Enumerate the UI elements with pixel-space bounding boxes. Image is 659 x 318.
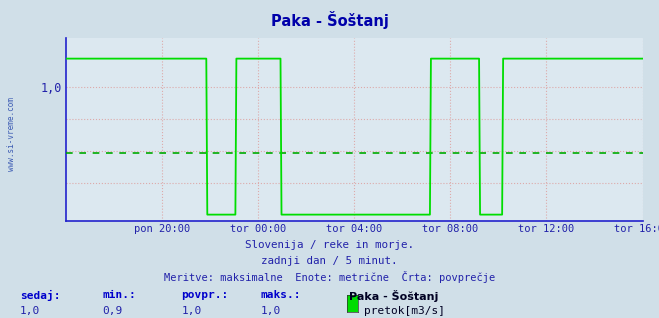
Text: min.:: min.: (102, 290, 136, 300)
Text: 1,0: 1,0 (20, 306, 40, 316)
Text: 0,9: 0,9 (102, 306, 123, 316)
Text: Slovenija / reke in morje.: Slovenija / reke in morje. (245, 240, 414, 250)
Text: www.si-vreme.com: www.si-vreme.com (7, 97, 16, 170)
Text: Meritve: maksimalne  Enote: metrične  Črta: povprečje: Meritve: maksimalne Enote: metrične Črta… (164, 271, 495, 283)
Text: zadnji dan / 5 minut.: zadnji dan / 5 minut. (261, 256, 398, 266)
Text: maks.:: maks.: (260, 290, 301, 300)
Text: povpr.:: povpr.: (181, 290, 229, 300)
Text: 1,0: 1,0 (260, 306, 281, 316)
Text: 1,0: 1,0 (181, 306, 202, 316)
Text: Paka - Šoštanj: Paka - Šoštanj (349, 290, 439, 302)
Text: pretok[m3/s]: pretok[m3/s] (364, 306, 445, 316)
Text: sedaj:: sedaj: (20, 290, 60, 301)
Text: Paka - Šoštanj: Paka - Šoštanj (271, 11, 388, 29)
